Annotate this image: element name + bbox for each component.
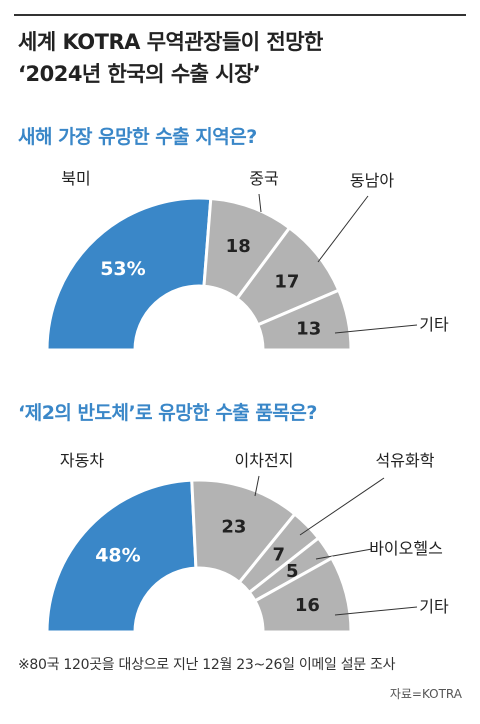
chart2-category-label-0: 자동차 xyxy=(60,451,104,470)
chart1-category-label-0: 북미 xyxy=(61,169,90,188)
chart1-leader-line-2 xyxy=(317,195,369,263)
chart2-leader-line-2 xyxy=(299,477,385,536)
chart2-value-label-0: 48% xyxy=(95,545,140,567)
chart2-value-label-1: 23 xyxy=(221,517,246,538)
chart2-value-label-2: 7 xyxy=(273,544,286,565)
chart1-value-label-3: 13 xyxy=(296,319,321,340)
chart1-value-label-1: 18 xyxy=(226,236,251,257)
chart2-leader-line-3 xyxy=(315,548,373,560)
chart1-category-label-2: 동남아 xyxy=(350,171,394,190)
chart1-value-label-0: 53% xyxy=(100,258,145,280)
chart2-category-label-3: 바이오헬스 xyxy=(369,539,443,558)
chart1-category-label-3: 기타 xyxy=(419,315,449,334)
chart2-slice-0 xyxy=(45,478,198,634)
chart1-title: 새해 가장 유망한 수출 지역은? xyxy=(18,126,257,148)
chart1-slice-0 xyxy=(45,196,213,352)
title-line-2: ‘2024년 한국의 수출 시장’ xyxy=(18,62,261,86)
chart2-leader-line-1 xyxy=(254,475,260,497)
chart1-half-donut: 53% 북미 18 중국 17 동남아 13 기타 xyxy=(45,169,449,352)
chart2-slice-4 xyxy=(252,556,353,634)
footnote: ※80국 120곳을 대상으로 지난 12월 23~26일 이메일 설문 조사 xyxy=(18,657,396,673)
chart2-leader-line-4 xyxy=(334,606,418,616)
chart2-category-label-1: 이차전지 xyxy=(235,451,294,470)
chart1-category-label-1: 중국 xyxy=(249,169,278,188)
chart1-leader-line-3 xyxy=(334,324,418,334)
chart2-category-label-2: 석유화학 xyxy=(376,451,435,470)
top-rule xyxy=(14,14,466,16)
chart1-value-label-2: 17 xyxy=(274,272,299,293)
chart2-value-label-4: 16 xyxy=(295,595,320,616)
chart1-leader-line-1 xyxy=(258,193,262,213)
title-line-1: 세계 KOTRA 무역관장들이 전망한 xyxy=(18,30,323,54)
chart2-title: ‘제2의 반도체’로 유망한 수출 품목은? xyxy=(18,402,317,424)
chart1-slice-3 xyxy=(255,288,353,352)
page-title: 세계 KOTRA 무역관장들이 전망한 ‘2024년 한국의 수출 시장’ xyxy=(18,26,462,90)
source-note: 자료=KOTRA xyxy=(389,687,462,701)
chart2-category-label-4: 기타 xyxy=(419,597,449,616)
